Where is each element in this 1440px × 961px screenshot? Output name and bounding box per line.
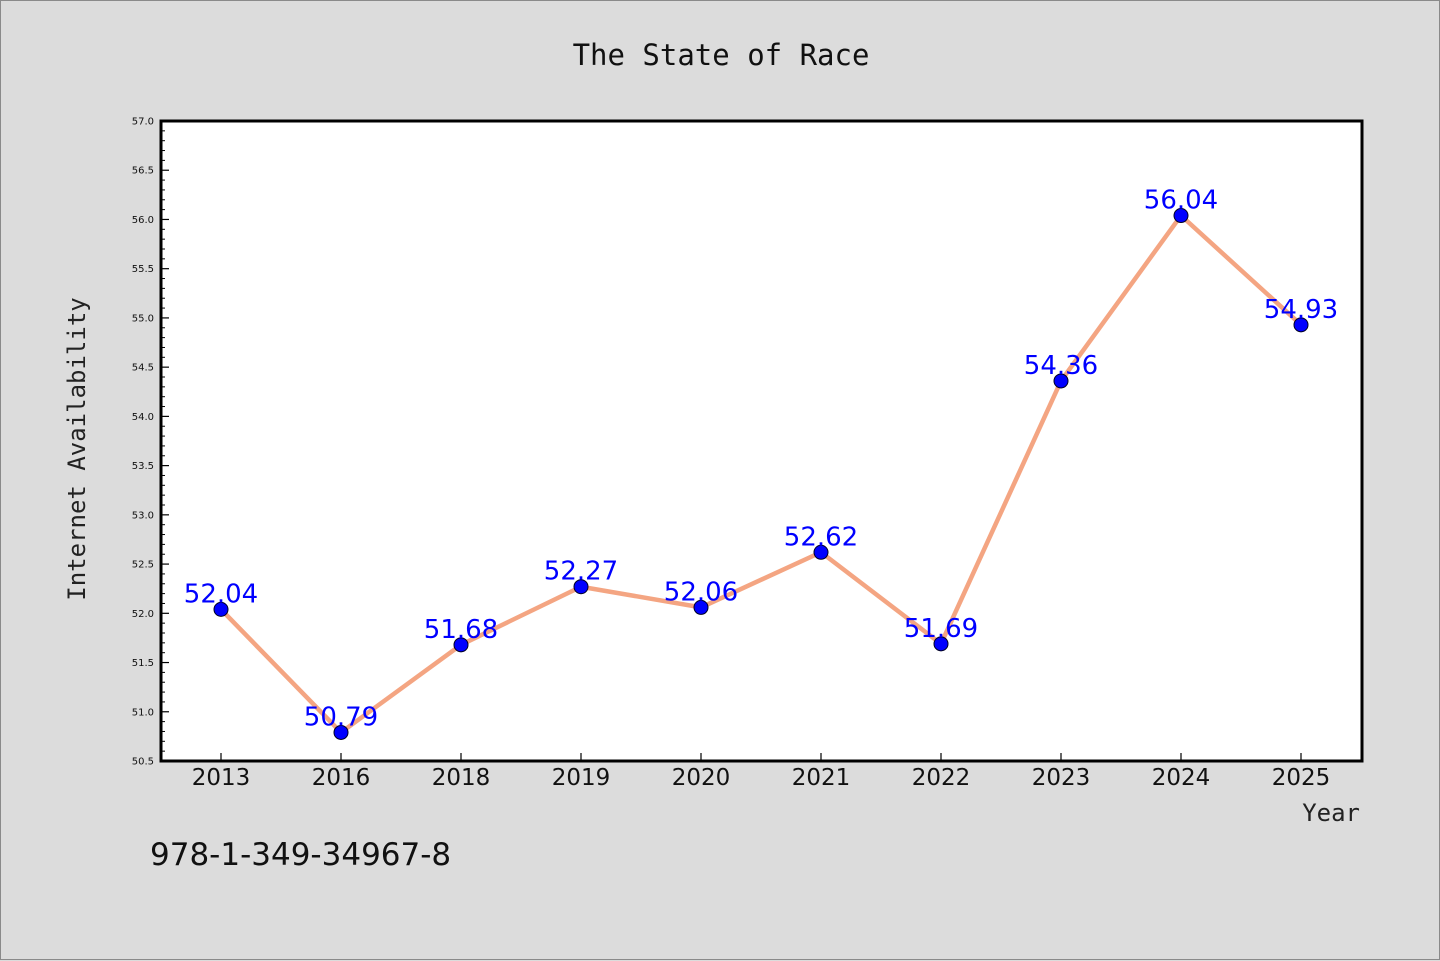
data-label: 54.36 (1024, 351, 1098, 381)
chart-title: The State of Race (573, 38, 870, 72)
y-tick-label: 57.0 (132, 117, 154, 128)
x-axis-title: Year (1302, 799, 1360, 827)
data-label: 54.93 (1264, 295, 1338, 325)
data-label: 56.04 (1144, 186, 1218, 216)
x-tick-label: 2025 (1272, 765, 1331, 791)
x-tick-label: 2018 (432, 765, 491, 791)
data-point (333, 724, 349, 740)
x-tick-label: 2023 (1032, 765, 1091, 791)
y-tick-label: 51.5 (132, 658, 154, 669)
x-tick-label: 2019 (552, 765, 611, 791)
data-point (1053, 373, 1069, 389)
y-tick-label: 56.5 (132, 166, 154, 177)
y-tick-label: 52.5 (132, 560, 154, 571)
y-axis-title: Internet Availability (63, 297, 91, 600)
data-point (933, 636, 949, 652)
data-label: 51.69 (904, 614, 978, 644)
data-point (213, 601, 229, 617)
x-axis: 2013 2016 2018 2019 2020 2021 2022 2023 2024 2025 (192, 753, 1331, 791)
y-axis: 50.5 51.0 51.5 52.0 52.5 53.0 53.5 54.0 54.5 55.0… (132, 117, 169, 768)
y-tick-label: 54.5 (132, 363, 154, 374)
data-point (693, 599, 709, 615)
y-tick-label: 54.0 (132, 412, 154, 423)
data-point (573, 579, 589, 595)
data-point (1173, 208, 1189, 224)
series-markers (213, 208, 1309, 740)
x-tick-label: 2022 (912, 765, 971, 791)
data-point (453, 637, 469, 653)
data-labels: 52.04 50.79 51.68 52.27 52.06 52.62 51.69 54.36… (184, 186, 1338, 733)
y-tick-label: 55.5 (132, 264, 154, 275)
data-label: 52.27 (544, 557, 618, 587)
x-tick-label: 2024 (1152, 765, 1211, 791)
plot-area (161, 121, 1362, 761)
y-tick-label: 51.0 (132, 707, 154, 718)
series-line (219, 213, 1303, 735)
data-point (813, 544, 829, 560)
data-label: 52.04 (184, 579, 258, 609)
x-tick-label: 2021 (792, 765, 851, 791)
data-label: 50.79 (304, 702, 378, 732)
data-label: 52.62 (784, 522, 858, 552)
data-label: 51.68 (424, 615, 498, 645)
y-tick-label: 50.5 (132, 757, 154, 768)
data-point (1293, 317, 1309, 333)
isbn-annotation: 978-1-349-34967-8 (150, 837, 451, 873)
x-tick-label: 2016 (312, 765, 371, 791)
y-tick-label: 52.0 (132, 609, 154, 620)
y-tick-label: 53.5 (132, 461, 154, 472)
y-tick-label: 56.0 (132, 215, 154, 226)
data-label: 52.06 (664, 577, 738, 607)
x-tick-label: 2020 (672, 765, 731, 791)
plot-border (159, 119, 1364, 763)
y-tick-label: 53.0 (132, 510, 154, 521)
y-tick-label: 55.0 (132, 313, 154, 324)
x-tick-label: 2013 (192, 765, 251, 791)
